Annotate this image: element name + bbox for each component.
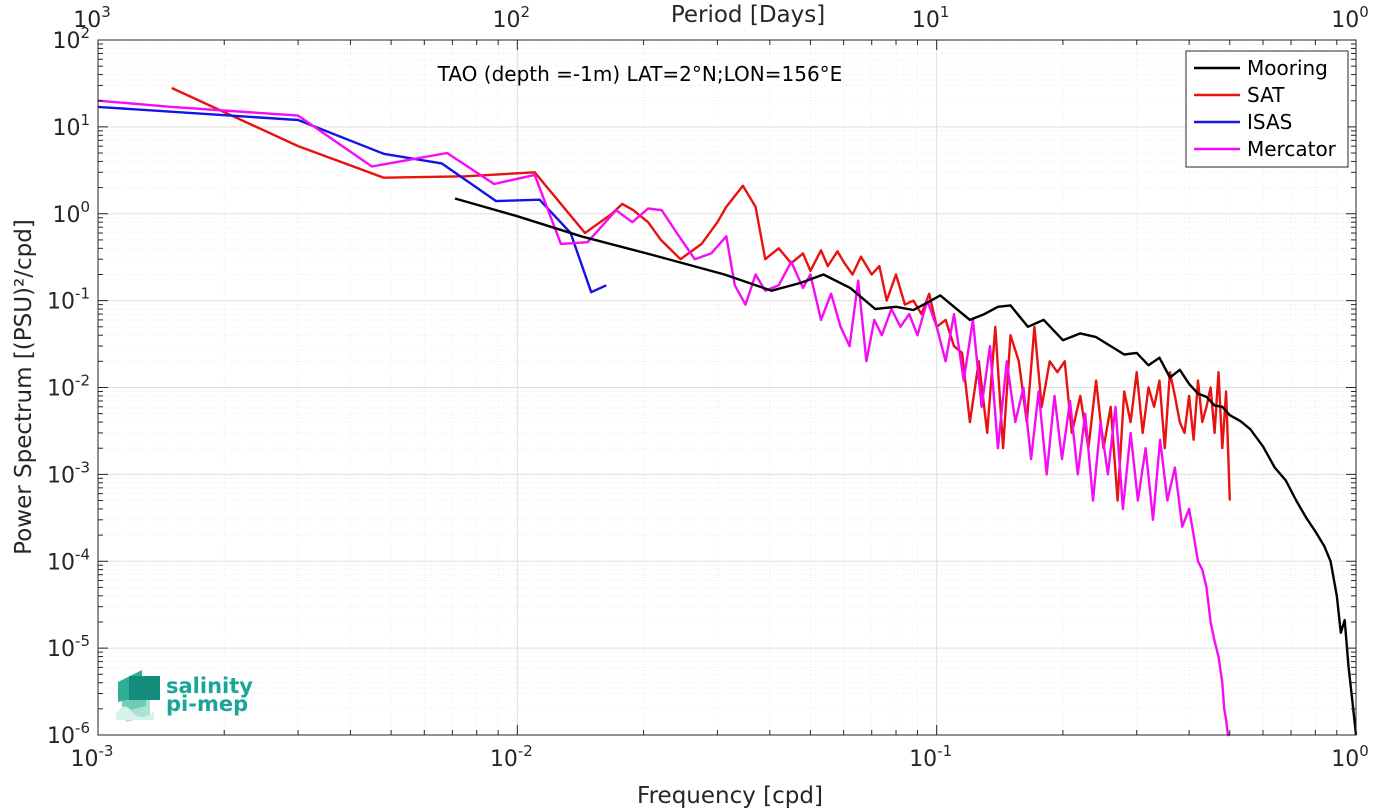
x2-tick-label: 103 <box>73 3 111 33</box>
x-tick-label: 100 <box>1331 742 1369 772</box>
legend-label-mooring: Mooring <box>1247 56 1328 80</box>
y-tick-label: 10-5 <box>47 632 90 662</box>
legend-label-isas: ISAS <box>1247 110 1292 134</box>
legend: Mooring SAT ISAS Mercator <box>1185 50 1349 168</box>
series-line-mooring <box>454 197 1358 736</box>
x-tick-label: 10-1 <box>909 742 952 772</box>
top-x-tick-labels: 103 102 101 100 <box>73 3 1369 33</box>
logo-mark-icon <box>116 670 160 722</box>
y-tick-label: 10-4 <box>47 545 90 575</box>
y-tick-label: 102 <box>52 24 90 54</box>
salinity-pi-mep-logo: salinity pi-mep <box>116 670 253 722</box>
legend-label-sat: SAT <box>1247 83 1285 107</box>
x2-tick-label: 100 <box>1331 3 1369 33</box>
legend-label-mercator: Mercator <box>1247 137 1337 161</box>
x2-tick-label: 102 <box>493 3 531 33</box>
y-tick-label: 10-6 <box>47 719 90 749</box>
series-line-isas <box>97 105 607 294</box>
series-layer <box>97 86 1358 737</box>
legend-items: Mooring SAT ISAS Mercator <box>1194 56 1337 161</box>
x-axis-title: Frequency [cpd] <box>637 783 823 809</box>
x-tick-label: 10-3 <box>71 742 114 772</box>
y-tick-labels: 10-6 10-5 10-4 10-3 10-2 10-1 100 101 102 <box>47 24 90 749</box>
chart-title: TAO (depth =-1m) LAT=2°N;LON=156°E <box>437 62 843 86</box>
y-tick-label: 100 <box>52 198 90 228</box>
y-tick-label: 10-2 <box>47 372 90 402</box>
logo-line-2: pi-mep <box>166 692 248 716</box>
x-tick-label: 10-2 <box>490 742 533 772</box>
y-tick-label: 101 <box>52 111 90 141</box>
series-line-sat <box>171 86 1231 502</box>
y-tick-label: 10-3 <box>47 458 90 488</box>
x2-tick-label: 101 <box>912 3 950 33</box>
logo-line-1: salinity <box>166 674 253 698</box>
legend-box <box>1185 50 1349 168</box>
x-tick-labels: 10-3 10-2 10-1 100 <box>71 742 1369 772</box>
y-tick-label: 10-1 <box>47 285 90 315</box>
y-axis-title: Power Spectrum [(PSU)²/cpd] <box>11 219 37 555</box>
top-x-axis-title: Period [Days] <box>671 2 825 28</box>
tick-marks <box>97 39 1357 736</box>
minor-grid <box>98 40 1356 735</box>
series-line-mercator <box>97 99 1230 737</box>
